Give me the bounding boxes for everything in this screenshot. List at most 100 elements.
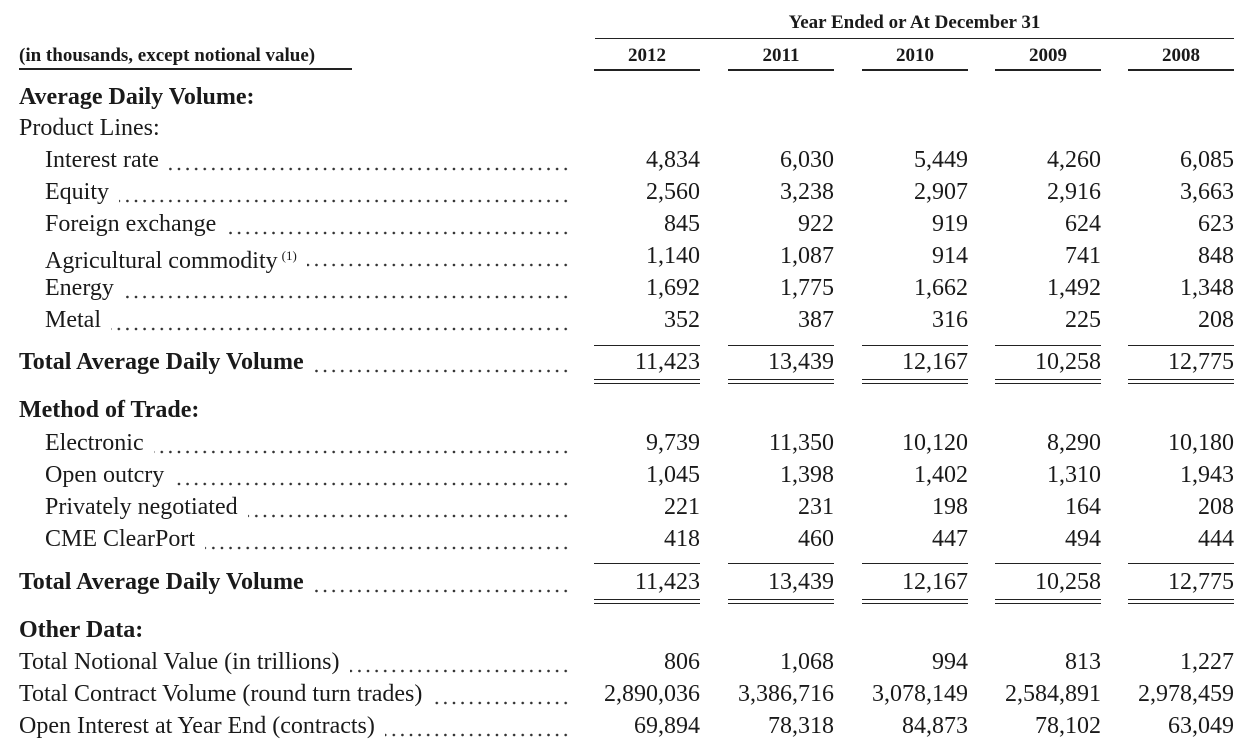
year-rule: [1128, 69, 1234, 71]
subtotal-rule: [995, 345, 1101, 346]
year-header: 2011: [762, 45, 800, 66]
double-rule: [594, 603, 700, 604]
dot-leader: [385, 733, 570, 737]
cell-value: 2,584,891: [1005, 681, 1101, 707]
cell-value: 387: [798, 307, 834, 333]
cell-value: 208: [1198, 494, 1234, 520]
cell-value: 1,348: [1180, 275, 1234, 301]
cell-value: 1,068: [780, 649, 834, 675]
total-value: 11,423: [634, 349, 700, 375]
dot-leader: [169, 167, 570, 171]
cell-value: 418: [664, 526, 700, 552]
double-rule: [728, 379, 834, 380]
cell-value: 460: [798, 526, 834, 552]
subtotal-rule: [862, 345, 968, 346]
double-rule: [995, 383, 1101, 384]
row-label: CME ClearPort: [45, 526, 195, 552]
cell-value: 6,085: [1180, 147, 1234, 173]
cell-value: 2,907: [914, 179, 968, 205]
dot-leader: [154, 450, 570, 454]
double-rule: [995, 603, 1101, 604]
year-header: 2010: [896, 45, 934, 66]
row-label: Foreign exchange: [45, 211, 217, 237]
cell-value: 2,560: [646, 179, 700, 205]
dot-leader: [124, 295, 570, 299]
row-label: Total Contract Volume (round turn trades…: [19, 681, 423, 707]
cell-value: 78,102: [1035, 713, 1101, 739]
cell-value: 444: [1198, 526, 1234, 552]
dot-leader: [307, 263, 570, 267]
cell-value: 1,227: [1180, 649, 1234, 675]
subtotal-rule: [594, 563, 700, 564]
header-rule: [595, 38, 1234, 39]
year-header: 2012: [628, 45, 666, 66]
section-title: Average Daily Volume:: [19, 84, 255, 110]
row-label: Electronic: [45, 430, 144, 456]
cell-value: 813: [1065, 649, 1101, 675]
cell-value: 806: [664, 649, 700, 675]
cell-value: 352: [664, 307, 700, 333]
cell-value: 919: [932, 211, 968, 237]
subtotal-rule: [862, 563, 968, 564]
section-title: Other Data:: [19, 617, 144, 643]
cell-value: 447: [932, 526, 968, 552]
cell-value: 10,180: [1168, 430, 1234, 456]
cell-value: 922: [798, 211, 834, 237]
units-rule: [19, 68, 352, 70]
cell-value: 4,834: [646, 147, 700, 173]
total-label: Total Average Daily Volume: [19, 569, 304, 595]
subtotal-rule: [1128, 563, 1234, 564]
cell-value: 1,140: [646, 243, 700, 269]
cell-value: 4,260: [1047, 147, 1101, 173]
cell-value: 164: [1065, 494, 1101, 520]
cell-value: 69,894: [634, 713, 700, 739]
cell-value: 2,978,459: [1138, 681, 1234, 707]
dot-leader: [350, 669, 570, 673]
cell-value: 914: [932, 243, 968, 269]
year-rule: [594, 69, 700, 71]
double-rule: [728, 599, 834, 600]
total-value: 12,775: [1168, 569, 1234, 595]
cell-value: 10,120: [902, 430, 968, 456]
year-rule: [728, 69, 834, 71]
row-label: Agricultural commodity (1): [45, 248, 297, 274]
double-rule: [995, 599, 1101, 600]
row-label: Open Interest at Year End (contracts): [19, 713, 375, 739]
total-value: 11,423: [634, 569, 700, 595]
dot-leader: [174, 482, 570, 486]
cell-value: 1,492: [1047, 275, 1101, 301]
subtotal-rule: [995, 563, 1101, 564]
row-label: Equity: [45, 179, 109, 205]
cell-value: 1,398: [780, 462, 834, 488]
footnote-marker: (1): [281, 248, 297, 263]
section-title: Method of Trade:: [19, 397, 200, 423]
double-rule: [1128, 383, 1234, 384]
dot-leader: [205, 546, 570, 550]
dot-leader: [314, 589, 570, 593]
cell-value: 2,890,036: [604, 681, 700, 707]
dot-leader: [248, 514, 570, 518]
cell-value: 221: [664, 494, 700, 520]
year-header: 2009: [1029, 45, 1067, 66]
subtotal-rule: [1128, 345, 1234, 346]
cell-value: 3,238: [780, 179, 834, 205]
cell-value: 741: [1065, 243, 1101, 269]
subtotal-rule: [728, 563, 834, 564]
double-rule: [862, 379, 968, 380]
year-rule: [995, 69, 1101, 71]
cell-value: 994: [932, 649, 968, 675]
total-label: Total Average Daily Volume: [19, 349, 304, 375]
dot-leader: [111, 327, 570, 331]
total-value: 10,258: [1035, 569, 1101, 595]
cell-value: 3,663: [1180, 179, 1234, 205]
cell-value: 208: [1198, 307, 1234, 333]
cell-value: 3,078,149: [872, 681, 968, 707]
subtotal-rule: [728, 345, 834, 346]
cell-value: 316: [932, 307, 968, 333]
cell-value: 198: [932, 494, 968, 520]
cell-value: 494: [1065, 526, 1101, 552]
cell-value: 78,318: [768, 713, 834, 739]
total-value: 13,439: [768, 569, 834, 595]
double-rule: [995, 379, 1101, 380]
cell-value: 11,350: [768, 430, 834, 456]
